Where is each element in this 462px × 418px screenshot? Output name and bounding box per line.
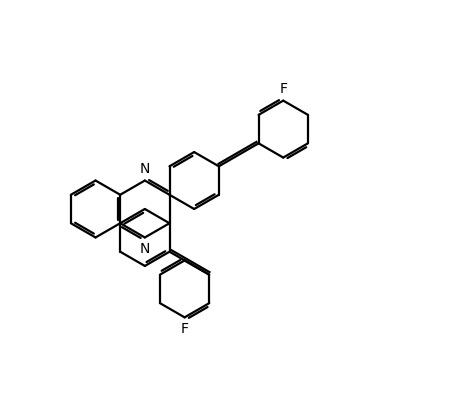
Text: F: F: [279, 82, 287, 96]
Text: N: N: [140, 162, 150, 176]
Text: N: N: [140, 242, 150, 256]
Text: F: F: [181, 322, 188, 336]
